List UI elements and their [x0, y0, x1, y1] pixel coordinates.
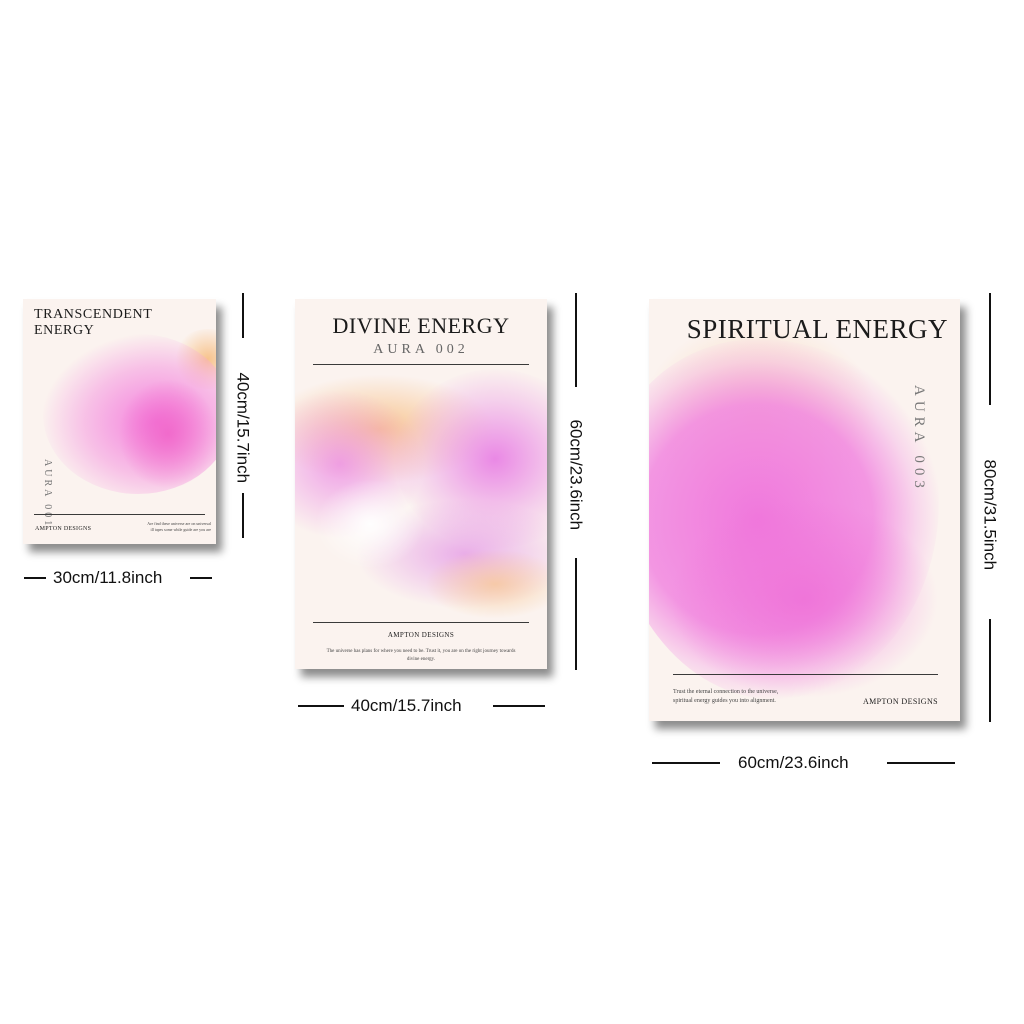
- poster-spiritual-energy: SPIRITUAL ENERGY AURA 003 Trust the eter…: [649, 299, 960, 721]
- poster-divine-energy: DIVINE ENERGY AURA 002 AMPTON DESIGNS Th…: [295, 299, 547, 669]
- height-line-top: [989, 293, 991, 405]
- height-line-top: [575, 293, 577, 387]
- divider-line: [673, 674, 938, 675]
- aura-label: AURA 003: [911, 385, 927, 493]
- brand-label: AMPTON DESIGNS: [387, 631, 455, 639]
- height-line-top: [242, 293, 244, 338]
- poster-transcendent-energy: TRANSCENDENT ENERGY AURA 001 AMPTON DESI…: [23, 299, 216, 544]
- width-line-right: [190, 577, 212, 579]
- poster-caption: The universe has plans for where you nee…: [326, 649, 516, 662]
- aura-blob-pink-lower: [669, 499, 939, 699]
- top-divider-line: [313, 364, 529, 365]
- divider-line: [34, 514, 205, 515]
- height-line-bottom: [575, 558, 577, 670]
- aura-label: AURA 001: [42, 459, 53, 529]
- width-line-left: [298, 705, 344, 707]
- brand-label: AMPTON DESIGNS: [35, 526, 92, 532]
- aura-wave-orange-bottom: [425, 549, 547, 619]
- aura-label: AURA 002: [373, 342, 469, 357]
- height-label: 60cm/23.6inch: [566, 419, 586, 531]
- width-line-right: [493, 705, 545, 707]
- aura-wave-white: [315, 479, 425, 569]
- width-line-left: [652, 762, 720, 764]
- height-label: 40cm/15.7inch: [233, 372, 253, 484]
- poster-caption: Are find these universe are on universal…: [147, 521, 211, 532]
- aura-blob-pink-2: [118, 379, 216, 489]
- brand-label: AMPTON DESIGNS: [862, 697, 938, 706]
- poster-title: DIVINE ENERGY: [332, 313, 510, 338]
- bottom-divider-line: [313, 622, 529, 623]
- width-line-left: [24, 577, 46, 579]
- width-line-right: [887, 762, 955, 764]
- poster-title: SPIRITUAL ENERGY: [686, 314, 948, 344]
- width-label: 40cm/15.7inch: [351, 696, 462, 715]
- poster-title: TRANSCENDENT ENERGY: [34, 307, 153, 338]
- poster-caption: Trust the eternal connection to the univ…: [673, 689, 779, 704]
- width-label: 30cm/11.8inch: [53, 568, 163, 587]
- height-line-bottom: [242, 493, 244, 538]
- height-label: 80cm/31.5inch: [980, 459, 1000, 571]
- width-label: 60cm/23.6inch: [738, 753, 849, 772]
- height-line-bottom: [989, 619, 991, 722]
